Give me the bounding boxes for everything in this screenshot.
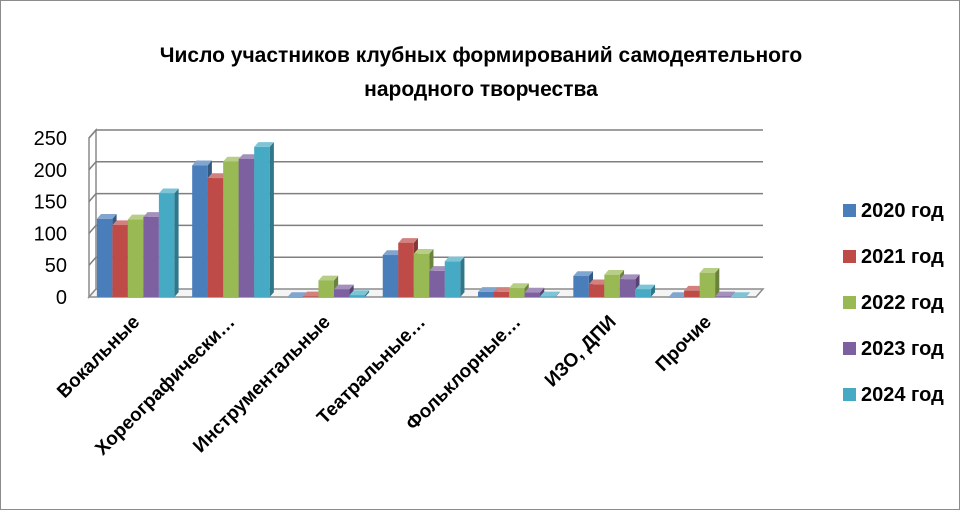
y-axis-ticks: 0 50 100 150 200 250 — [34, 128, 67, 309]
bar — [444, 256, 465, 297]
legend-swatch — [843, 204, 856, 217]
bar — [668, 292, 689, 298]
bar — [158, 188, 179, 297]
y-tick-label: 200 — [34, 160, 67, 182]
gridlines — [88, 129, 763, 266]
y-tick-label: 50 — [45, 255, 67, 277]
legend-swatch — [843, 250, 856, 263]
legend-label: 2023 год — [861, 338, 944, 360]
bar — [349, 290, 370, 297]
x-tick-label: Прочие — [652, 312, 716, 376]
bar — [333, 284, 354, 297]
y-tick-label: 100 — [34, 223, 67, 245]
legend-label: 2021 год — [861, 246, 944, 268]
chart-title-line2: народного творчества — [364, 78, 598, 101]
legend-label: 2020 год — [861, 200, 944, 222]
gridline — [88, 129, 763, 139]
bars — [96, 142, 751, 298]
y-tick-label: 0 — [56, 287, 67, 309]
bar — [573, 271, 594, 297]
bar — [715, 291, 735, 297]
x-tick-label: ИЗО, ДПИ — [541, 312, 621, 392]
y-tick-label: 150 — [34, 192, 67, 214]
gridline — [88, 224, 763, 234]
legend-swatch — [843, 388, 856, 401]
legend-label: 2022 год — [861, 292, 944, 314]
bar — [540, 291, 560, 297]
gridline — [88, 161, 763, 171]
legend-label: 2024 год — [861, 384, 944, 406]
bar — [730, 292, 751, 298]
x-axis-ticks: ВокальныеХореографически…Инструментальны… — [53, 312, 716, 460]
bar — [524, 287, 545, 297]
gridline — [88, 256, 763, 266]
x-tick-label: Вокальные — [53, 312, 144, 403]
legend-swatch — [843, 342, 856, 355]
bar — [254, 142, 274, 297]
y-tick-label: 250 — [34, 128, 67, 150]
legend: 2020 год 2021 год 2022 год 2023 год 2024 год — [843, 200, 944, 406]
legend-swatch — [843, 296, 856, 309]
bar — [635, 284, 656, 297]
side-wall — [88, 128, 97, 299]
bar — [287, 292, 308, 298]
gridline — [88, 192, 763, 203]
bar — [699, 268, 720, 297]
chart-title-line1: Число участников клубных формирований са… — [160, 44, 803, 67]
